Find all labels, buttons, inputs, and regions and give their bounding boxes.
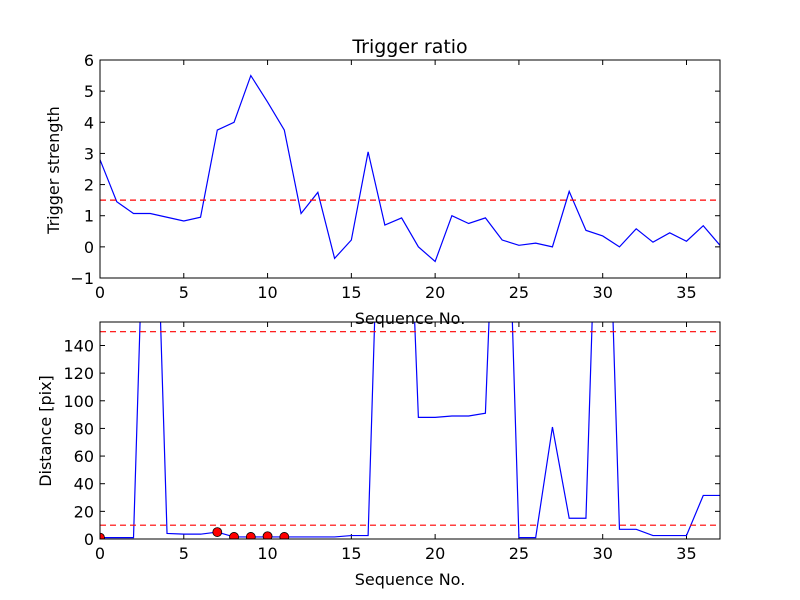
x-axis-label: Sequence No. xyxy=(355,309,466,328)
x-tick-label: 35 xyxy=(676,283,696,302)
x-tick-label: 30 xyxy=(593,283,613,302)
plot-data xyxy=(100,74,720,263)
plot-data xyxy=(100,322,720,539)
data-marker xyxy=(262,531,273,539)
x-tick-label: 0 xyxy=(95,283,105,302)
x-tick-label: 15 xyxy=(341,283,361,302)
y-tick-label: 3 xyxy=(84,144,94,163)
y-tick-label: 40 xyxy=(74,475,94,494)
y-tick-label: 100 xyxy=(63,392,94,411)
x-tick-label: 35 xyxy=(676,544,696,563)
data-marker xyxy=(279,532,290,539)
x-tick-label: 5 xyxy=(179,283,189,302)
x-tick-label: 30 xyxy=(593,544,613,563)
x-tick-label: 10 xyxy=(257,544,277,563)
x-tick-label: 0 xyxy=(95,544,105,563)
x-tick-label: 25 xyxy=(509,283,529,302)
y-tick-label: 80 xyxy=(74,419,94,438)
x-tick-label: 15 xyxy=(341,544,361,563)
plot-frame xyxy=(99,59,721,279)
data-marker xyxy=(229,532,239,539)
distance-chart: Sequence No. Distance [pix] 0 5 10 15 20 25 30… xyxy=(36,321,721,589)
x-tick-label: 25 xyxy=(509,544,529,563)
plot-frame xyxy=(99,321,721,540)
y-tick-label: 60 xyxy=(74,447,94,466)
y-tick-label: 4 xyxy=(84,113,94,132)
axis-ticks: 0 5 10 15 20 25 30 35 0 20 40 60 80 100 120 140 xyxy=(63,322,720,563)
x-tick-label: 5 xyxy=(179,544,189,563)
y-tick-label: 20 xyxy=(74,502,94,521)
chart-title: Trigger ratio xyxy=(351,36,467,58)
x-axis-label: Sequence No. xyxy=(355,570,466,589)
y-tick-label: 1 xyxy=(84,207,94,226)
y-tick-label: 2 xyxy=(84,176,94,195)
x-tick-label: 20 xyxy=(425,283,445,302)
y-tick-label: 0 xyxy=(84,238,94,257)
y-tick-label: 5 xyxy=(84,82,94,101)
x-tick-label: 20 xyxy=(425,544,445,563)
y-axis-label: Distance [pix] xyxy=(36,375,55,487)
data-marker xyxy=(100,532,105,539)
y-axis-label: Trigger strength xyxy=(44,106,63,235)
y-tick-label: −1 xyxy=(70,269,94,288)
x-tick-label: 10 xyxy=(257,283,277,302)
data-marker xyxy=(212,527,223,537)
series-line-0 xyxy=(100,322,720,539)
trigger-ratio-chart: Trigger ratio Sequence No. Trigger stren… xyxy=(44,36,721,328)
data-marker xyxy=(245,532,256,539)
y-tick-label: 140 xyxy=(63,336,94,355)
y-tick-label: 6 xyxy=(84,51,94,70)
y-tick-label: 120 xyxy=(63,364,94,383)
series-line-0 xyxy=(100,74,720,263)
y-tick-label: 0 xyxy=(84,530,94,549)
